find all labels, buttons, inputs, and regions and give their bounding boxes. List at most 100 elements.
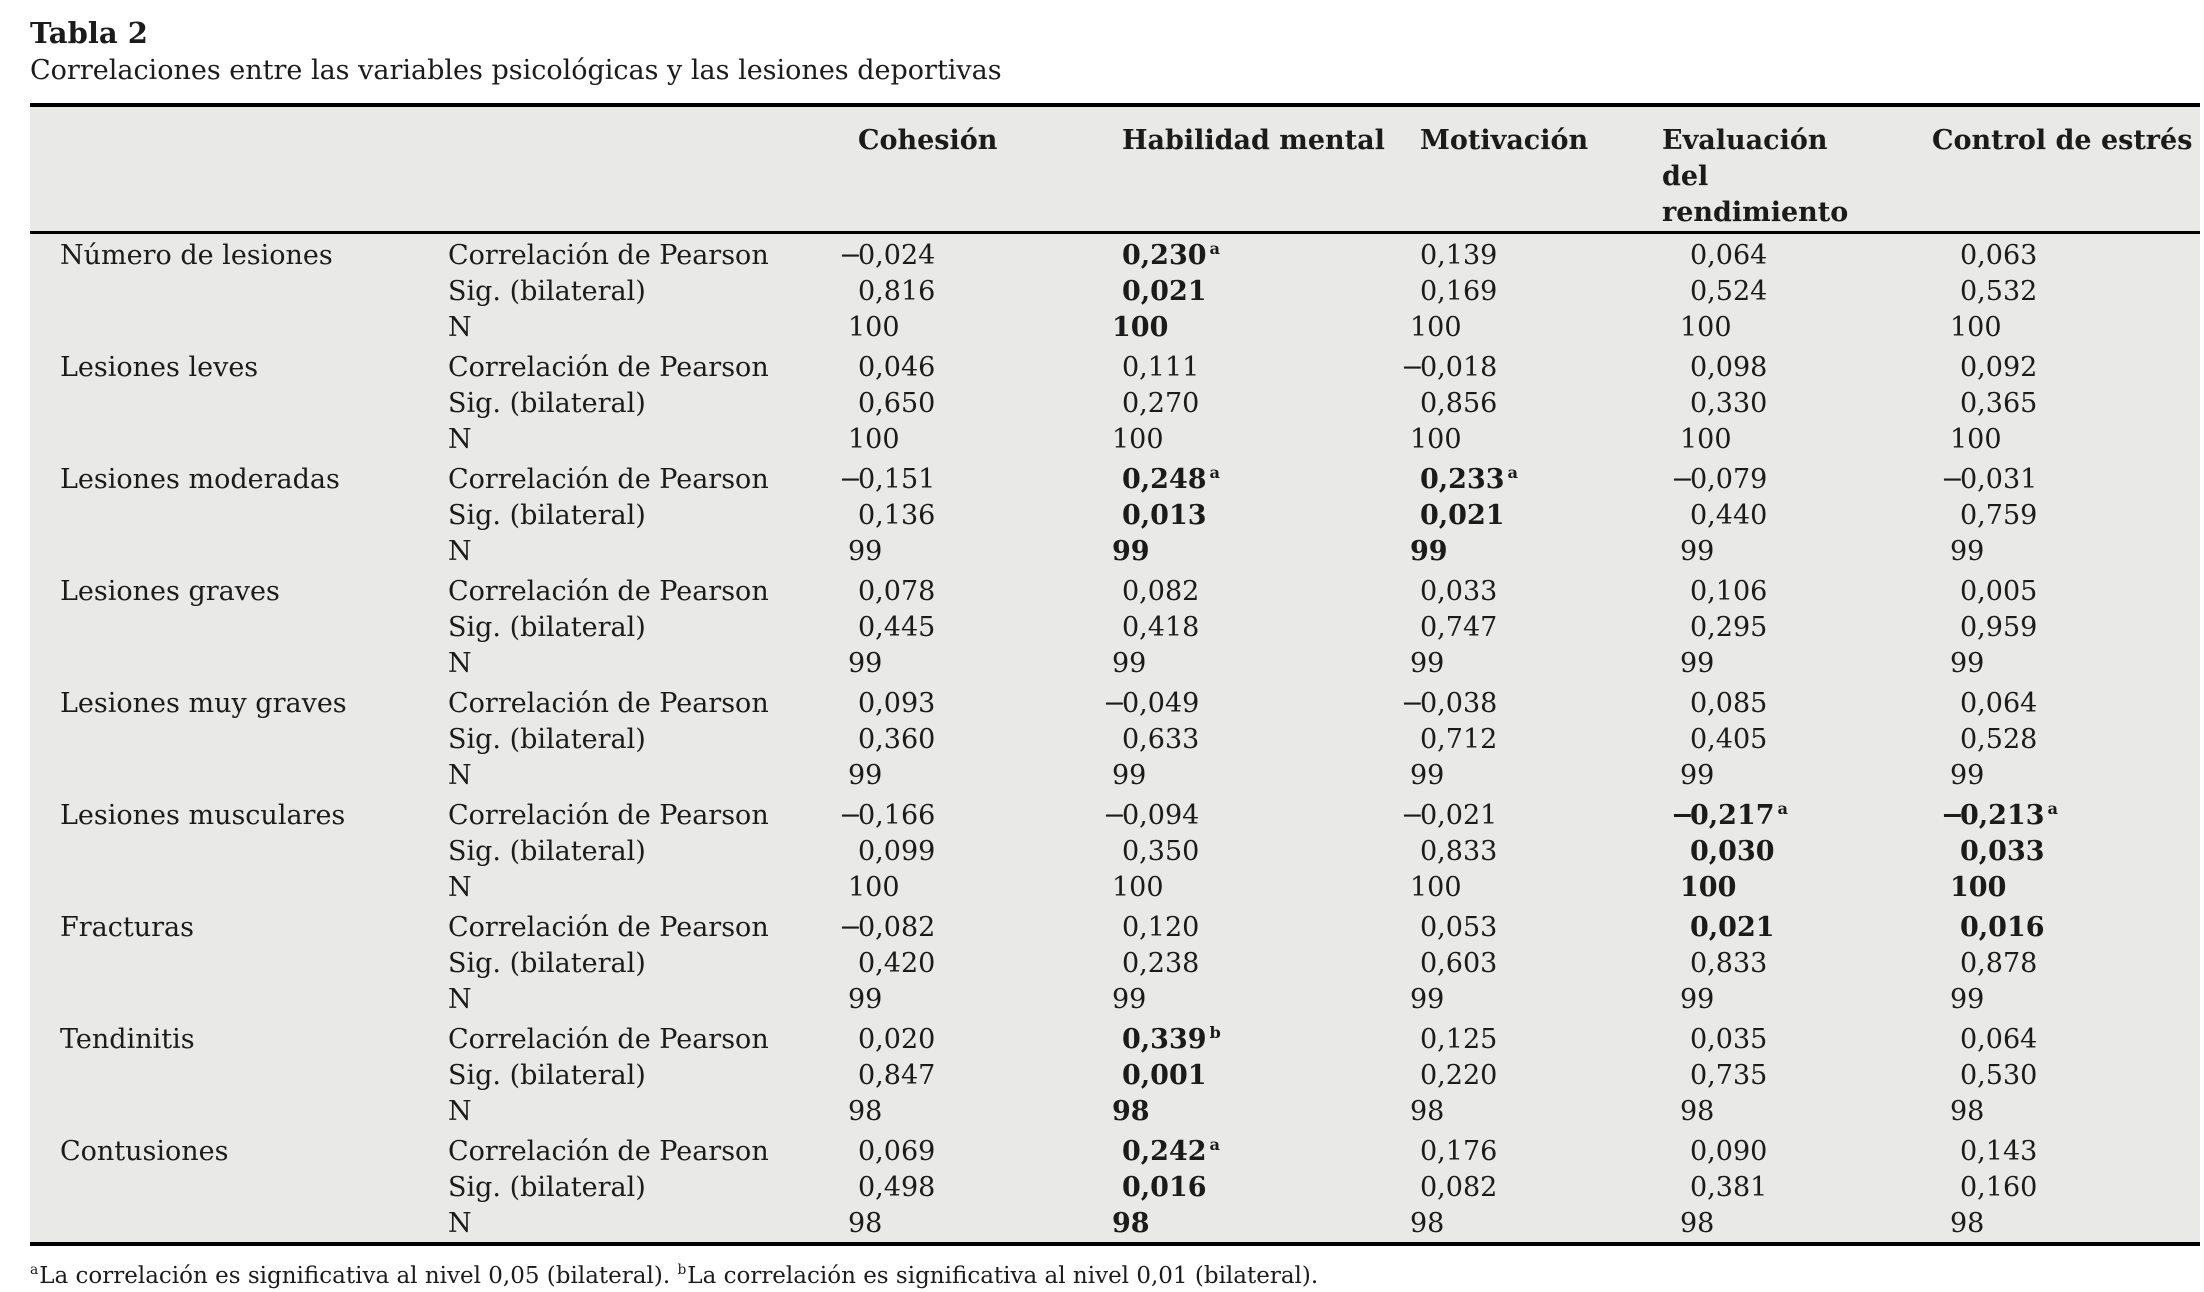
table-row: N 99 99 99 99 99 [30, 982, 2200, 1018]
value-cell: 0,016 [1122, 1172, 1207, 1203]
row-group-label [30, 982, 448, 1018]
value-cell: 99 [1680, 648, 1715, 679]
value-cell: −0,213 a [1932, 794, 2200, 834]
table-row: Lesiones leves Correlación de Pearson 0,04… [30, 346, 2200, 386]
value-cell: 0,136 [858, 500, 936, 531]
table-row: Tendinitis Correlación de Pearson 0,020 0,3… [30, 1018, 2200, 1058]
footnote-marker: a [30, 1262, 39, 1279]
table-row: Fracturas Correlación de Pearson −0,082 0,1… [30, 906, 2200, 946]
stat-label: Sig. (bilateral) [448, 1060, 646, 1091]
row-group-label [30, 1206, 448, 1244]
value-cell: 0,445 [858, 612, 936, 643]
header-cohesion: Cohesión [858, 105, 1122, 234]
value-cell: 0,330 [1690, 388, 1768, 419]
value-cell: 98 [1950, 1208, 1985, 1239]
table-row: Sig. (bilateral) 0,445 0,418 0,747 0,295 0,95… [30, 610, 2200, 646]
value-cell: 0,712 [1420, 724, 1498, 755]
stat-label: Correlación de Pearson [448, 800, 769, 831]
value-cell: 98 [1112, 1208, 1150, 1239]
minus-sign: − [839, 464, 862, 495]
value-cell: 0,033 [1420, 576, 1498, 607]
value-cell: 100 [1112, 872, 1164, 903]
value-cell: 99 [1680, 536, 1715, 567]
value-cell: 98 [1680, 1096, 1715, 1127]
value-cell: −0,018 [1401, 346, 1662, 386]
value-cell: 99 [1950, 984, 1985, 1015]
row-group-label: Lesiones leves [60, 352, 259, 383]
value-cell: 100 [1112, 312, 1169, 343]
value-cell: 0,524 [1690, 276, 1768, 307]
table-body: Número de lesiones Correlación de Pearson… [30, 233, 2200, 1245]
value-cell: 99 [848, 648, 883, 679]
value-cell: 99 [1112, 648, 1147, 679]
value-cell: −0,049 [1103, 682, 1420, 722]
value-cell: 0,528 [1960, 724, 2038, 755]
value-cell: 99 [1950, 760, 1985, 791]
value-cell: 0,833 [1690, 948, 1768, 979]
value-cell: 99 [1950, 648, 1985, 679]
value-cell: 0,001 [1122, 1060, 1207, 1091]
row-group-label [30, 422, 448, 458]
value-cell: 0,603 [1420, 948, 1498, 979]
value-cell: −0,151 [839, 458, 1122, 498]
value-cell: 0,098 [1690, 352, 1768, 383]
stat-label: Correlación de Pearson [448, 912, 769, 943]
value-cell: 100 [1680, 872, 1737, 903]
value-cell: 0,747 [1420, 612, 1498, 643]
value-cell: 0,350 [1122, 836, 1200, 867]
minus-sign: − [839, 912, 862, 943]
value-cell: 99 [1410, 984, 1445, 1015]
table-row: N 100 100 100 100 100 [30, 310, 2200, 346]
value-cell: 100 [1950, 424, 2002, 455]
stat-label: Correlación de Pearson [448, 464, 769, 495]
value-cell: −0,082 [839, 906, 1122, 946]
stat-label: N [448, 536, 472, 567]
value-cell: 0,532 [1960, 276, 2038, 307]
correlation-table: Cohesión Habilidad mental Motivación Eva… [30, 103, 2200, 1246]
table-row: Lesiones musculares Correlación de Pearso… [30, 794, 2200, 834]
value-cell: 0,633 [1122, 724, 1200, 755]
value-cell: 99 [1950, 536, 1985, 567]
value-cell: 0,082 [1122, 576, 1200, 607]
value-cell: 0,878 [1960, 948, 2038, 979]
value-cell: 0,735 [1690, 1060, 1768, 1091]
minus-sign: − [1401, 688, 1424, 719]
value-cell: −0,166 [839, 794, 1122, 834]
value-cell: 100 [1112, 424, 1164, 455]
value-cell: −0,038 [1401, 682, 1662, 722]
value-cell: 0,816 [858, 276, 936, 307]
value-cell: 98 [1112, 1096, 1150, 1127]
value-cell: 0,169 [1420, 276, 1498, 307]
value-cell: 98 [1410, 1096, 1445, 1127]
table-row: Sig. (bilateral) 0,099 0,350 0,833 0,030 0,03… [30, 834, 2200, 870]
stat-label: N [448, 1208, 472, 1239]
table-row: N 100 100 100 100 100 [30, 422, 2200, 458]
stat-label: N [448, 872, 472, 903]
footnote: aLa correlación es significativa al nive… [30, 1262, 1319, 1289]
row-group-label [30, 498, 448, 534]
table-row: Sig. (bilateral) 0,650 0,270 0,856 0,330 0,36… [30, 386, 2200, 422]
value-cell: 100 [1680, 424, 1732, 455]
value-cell: 98 [848, 1096, 883, 1127]
table-row: Lesiones moderadas Correlación de Pearson… [30, 458, 2200, 498]
stat-label: Sig. (bilateral) [448, 948, 646, 979]
value-cell: 100 [1410, 872, 1462, 903]
significance-marker: a [2047, 799, 2059, 818]
row-group-label [30, 310, 448, 346]
value-cell: 0,078 [858, 576, 936, 607]
stat-label: Sig. (bilateral) [448, 1172, 646, 1203]
value-cell: 0,959 [1960, 612, 2038, 643]
table-caption: Correlaciones entre las variables psicol… [30, 55, 1002, 86]
stat-label: N [448, 312, 472, 343]
table-row: Sig. (bilateral) 0,498 0,016 0,082 0,381 0,16… [30, 1170, 2200, 1206]
value-cell: 0,270 [1122, 388, 1200, 419]
value-cell: 0,082 [1420, 1172, 1498, 1203]
value-cell: 0,021 [1420, 500, 1505, 531]
value-cell: 0,759 [1960, 500, 2038, 531]
table-row: N 99 99 99 99 99 [30, 534, 2200, 570]
value-cell: 0,064 [1960, 1024, 2038, 1055]
header-habilidad-mental: Habilidad mental [1122, 105, 1420, 234]
header-empty-stat [448, 105, 858, 234]
row-group-label: Fracturas [60, 912, 194, 943]
value-cell: 0,650 [858, 388, 936, 419]
